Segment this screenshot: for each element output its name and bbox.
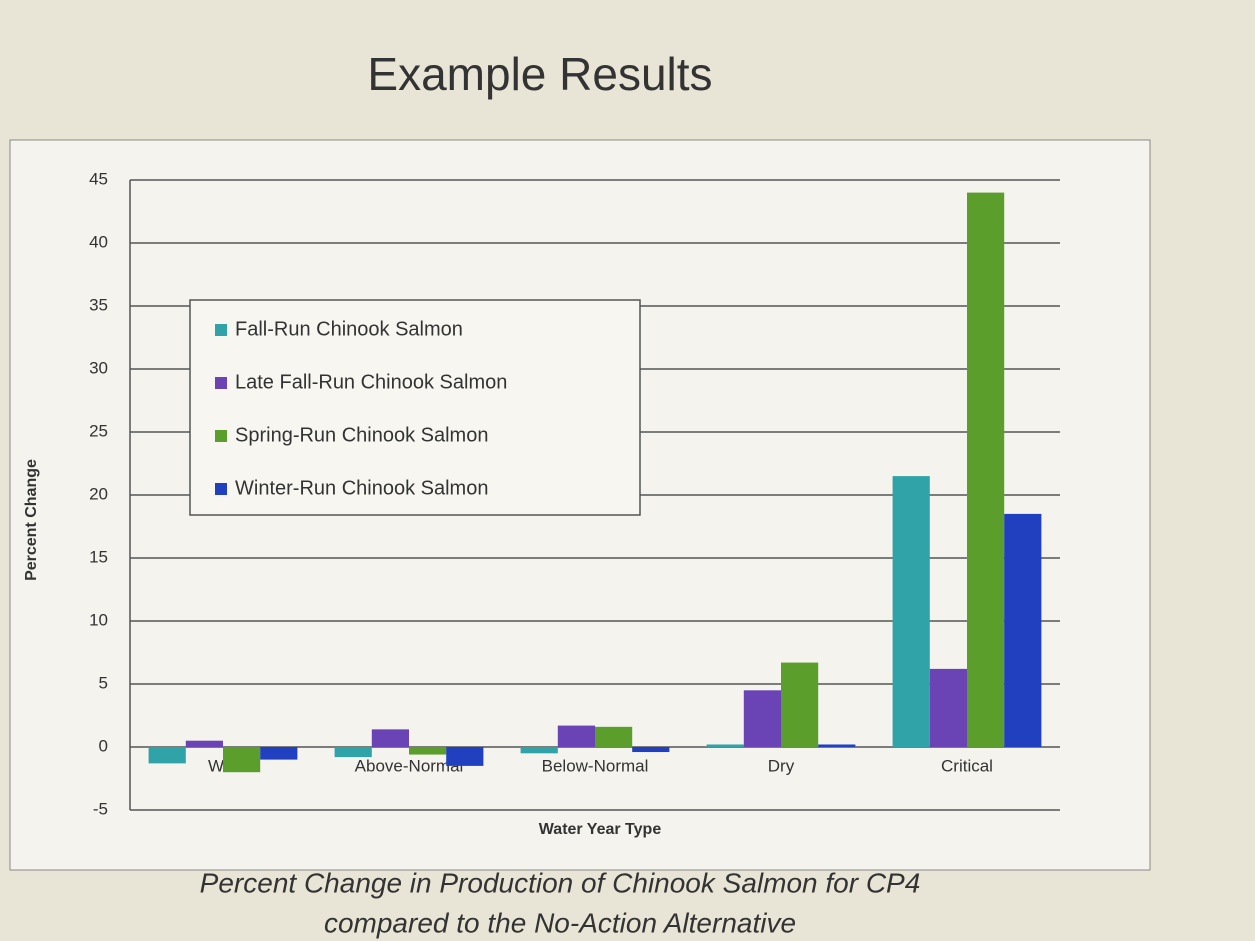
bar xyxy=(744,690,781,747)
y-axis-label: Percent Change xyxy=(23,459,40,581)
bar xyxy=(260,747,297,760)
y-tick-label: 45 xyxy=(89,169,108,188)
legend-swatch xyxy=(215,324,227,336)
y-tick-label: 15 xyxy=(89,547,108,566)
legend-label: Late Fall-Run Chinook Salmon xyxy=(235,371,507,393)
bar xyxy=(707,744,744,747)
bar xyxy=(446,747,483,766)
bar xyxy=(335,747,372,757)
x-tick-label: Critical xyxy=(941,756,993,775)
legend-label: Spring-Run Chinook Salmon xyxy=(235,424,488,446)
x-tick-label: Dry xyxy=(768,756,795,775)
y-tick-label: 35 xyxy=(89,295,108,314)
bar xyxy=(223,747,260,772)
slide-title: Example Results xyxy=(367,48,712,100)
x-axis-label: Water Year Type xyxy=(539,821,662,838)
bar xyxy=(595,727,632,747)
legend-label: Winter-Run Chinook Salmon xyxy=(235,477,488,499)
caption-line: Percent Change in Production of Chinook … xyxy=(200,867,921,898)
bar xyxy=(818,744,855,747)
y-tick-label: 10 xyxy=(89,610,108,629)
bar xyxy=(893,476,930,747)
legend-label: Fall-Run Chinook Salmon xyxy=(235,318,463,340)
slide: Example Results Percent Change in Produc… xyxy=(0,0,1255,941)
bar xyxy=(632,747,669,752)
legend-swatch xyxy=(215,377,227,389)
y-tick-label: 0 xyxy=(99,736,108,755)
bar xyxy=(186,741,223,747)
y-tick-label: 20 xyxy=(89,484,108,503)
bar xyxy=(558,726,595,747)
y-tick-label: 25 xyxy=(89,421,108,440)
bar xyxy=(781,663,818,747)
y-tick-label: 30 xyxy=(89,358,108,377)
y-tick-label: 40 xyxy=(89,232,108,251)
y-tick-label: -5 xyxy=(93,799,108,818)
bar xyxy=(1004,514,1041,747)
bar xyxy=(521,747,558,753)
legend-swatch xyxy=(215,430,227,442)
legend: Fall-Run Chinook Salmon Late Fall-Run Chi… xyxy=(190,300,640,515)
y-tick-label: 5 xyxy=(99,673,108,692)
legend-swatch xyxy=(215,483,227,495)
page: {"title": "Example Results", "caption": … xyxy=(0,0,1255,941)
x-tick-label: Below-Normal xyxy=(542,756,649,775)
bar xyxy=(372,729,409,747)
caption-line: compared to the No-Action Alternative xyxy=(324,907,796,938)
bar xyxy=(930,669,967,747)
bar xyxy=(409,747,446,755)
bar xyxy=(149,747,186,763)
bar xyxy=(967,193,1004,747)
